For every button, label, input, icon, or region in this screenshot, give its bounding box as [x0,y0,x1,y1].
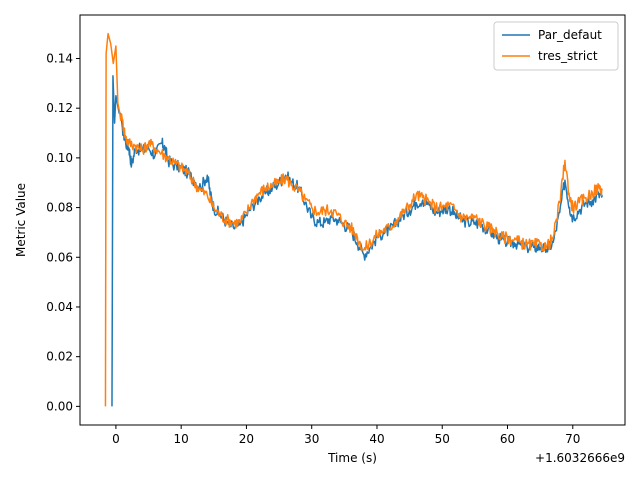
y-axis-label: Metric Value [14,183,28,257]
y-tick-label: 0.00 [46,399,73,413]
x-axis-label: Time (s) [327,451,377,465]
y-tick-label: 0.06 [46,250,73,264]
y-tick-label: 0.12 [46,101,73,115]
x-tick-label: 30 [304,432,319,446]
x-tick-label: 20 [239,432,254,446]
legend-box [493,21,619,71]
plot-frame [79,14,626,426]
y-axis-ticks: 0.00 0.02 0.04 0.06 0.08 0.10 0.12 0.14 [46,51,80,413]
x-tick-label: 60 [500,432,515,446]
x-tick-label: 40 [369,432,384,446]
x-tick-label: 50 [435,432,450,446]
y-tick-label: 0.08 [46,201,73,215]
x-tick-label: 10 [174,432,189,446]
x-tick-label: 0 [112,432,120,446]
y-tick-label: 0.14 [46,51,73,65]
legend: Par_defaut tres_strict [493,21,619,71]
y-tick-label: 0.10 [46,151,73,165]
legend-label-tres-strict: tres_strict [538,49,598,63]
x-axis-ticks: 0 10 20 30 40 50 60 70 [112,425,580,446]
y-tick-label: 0.02 [46,350,73,364]
y-tick-label: 0.04 [46,300,73,314]
series-line-tres-strict [104,32,603,407]
legend-label-par-defaut: Par_defaut [538,28,602,42]
series-layer [104,32,603,407]
x-axis-offset-text: +1.6032666e9 [535,451,625,465]
x-tick-label: 70 [565,432,580,446]
